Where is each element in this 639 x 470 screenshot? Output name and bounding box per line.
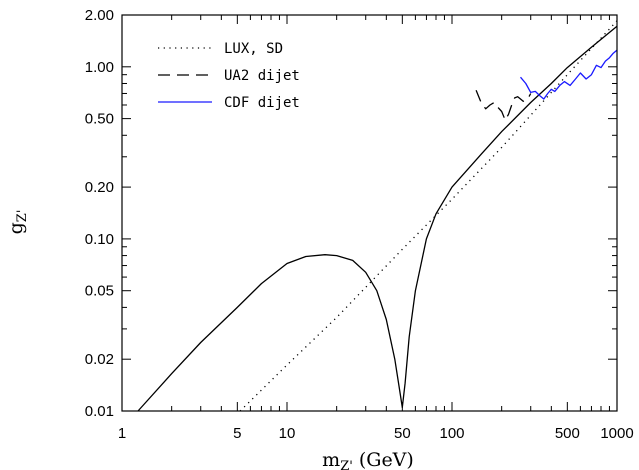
- series-line-ua2-dijet: [475, 90, 532, 121]
- x-tick-label: 100: [439, 425, 464, 442]
- y-tick-label: 0.20: [85, 179, 114, 196]
- y-tick-label: 0.10: [85, 231, 114, 248]
- x-tick-label: 500: [555, 425, 580, 442]
- x-tick-label: 10: [279, 425, 296, 442]
- legend-label: UA2 dijet: [224, 68, 300, 84]
- x-axis-label: mZ' (GeV): [322, 449, 414, 470]
- plot-frame: [121, 14, 618, 412]
- plot-area: [137, 20, 618, 412]
- y-tick-labels: 0.01 0.02 0.05 0.10 0.20 0.50 1.00 2.00: [85, 7, 114, 420]
- x-tick-label: 1000: [600, 425, 633, 442]
- x-tick-label: 1: [118, 425, 126, 442]
- y-tick-label: 2.00: [85, 7, 114, 24]
- y-tick-label: 0.05: [85, 283, 114, 300]
- x-tick-labels: 1 5 10 50 100 500 1000: [118, 425, 634, 442]
- legend: LUX, SD UA2 dijet CDF dijet: [158, 41, 300, 111]
- y-tick-label: 0.02: [85, 351, 114, 368]
- legend-label: LUX, SD: [224, 41, 283, 57]
- series-line-cdf-dijet: [520, 49, 618, 100]
- y-tick-label: 1.00: [85, 59, 114, 76]
- series-line-limit-curve: [137, 25, 618, 412]
- x-tick-label: 5: [233, 425, 241, 442]
- x-tick-label: 50: [394, 425, 411, 442]
- y-tick-label: 0.50: [85, 111, 114, 128]
- legend-label: CDF dijet: [224, 95, 300, 111]
- y-tick-label: 0.01: [85, 403, 114, 420]
- y-axis-label: gZ': [5, 210, 30, 235]
